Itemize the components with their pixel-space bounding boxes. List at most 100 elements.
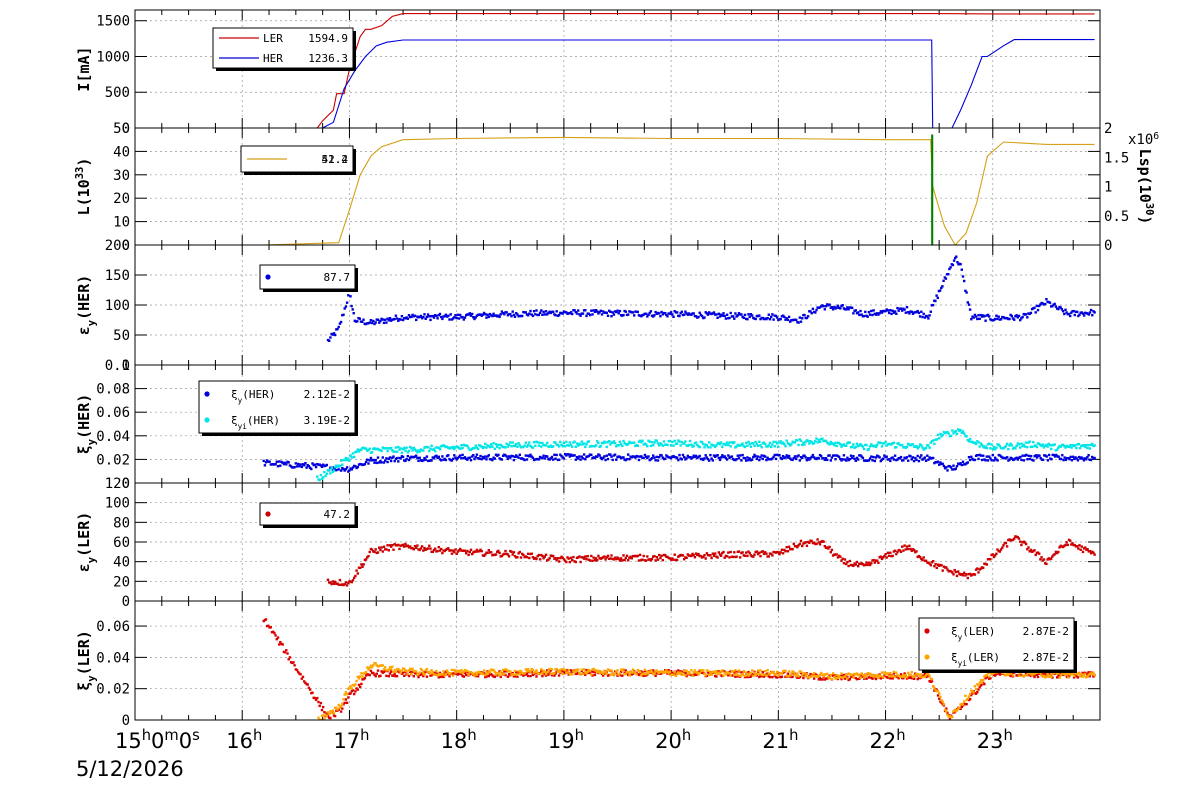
data-point	[727, 674, 730, 677]
data-point	[1078, 313, 1081, 316]
data-point	[747, 550, 750, 553]
data-point	[577, 444, 580, 447]
data-point	[353, 692, 356, 696]
data-point	[747, 440, 750, 444]
data-point	[772, 455, 775, 459]
data-point	[1026, 316, 1029, 319]
data-point	[1067, 312, 1071, 316]
data-point	[992, 459, 996, 462]
data-point	[413, 448, 417, 451]
data-point	[481, 313, 485, 316]
data-point	[349, 684, 352, 688]
data-point	[276, 636, 280, 639]
data-point	[1041, 443, 1044, 446]
data-point	[585, 443, 588, 446]
data-point	[648, 440, 651, 443]
data-point	[836, 304, 840, 307]
data-point	[1038, 552, 1041, 555]
data-point	[723, 671, 726, 674]
y-axis-label: εy(LER)	[75, 512, 98, 573]
data-point	[932, 456, 935, 460]
data-point	[345, 584, 349, 587]
data-point	[435, 314, 438, 318]
data-point	[806, 315, 810, 318]
data-point	[728, 556, 731, 559]
data-point	[501, 445, 505, 449]
x-tick-label: 20h	[655, 727, 691, 754]
data-point	[580, 455, 583, 458]
data-point	[715, 675, 718, 678]
data-point	[845, 562, 848, 566]
data-point	[388, 666, 392, 669]
data-point	[347, 294, 350, 297]
data-point	[855, 442, 859, 445]
data-point	[618, 559, 622, 562]
y-tick-label: 120	[105, 476, 130, 492]
data-point	[615, 557, 618, 561]
data-point	[486, 444, 489, 447]
data-point	[901, 309, 904, 312]
data-point	[385, 457, 388, 460]
data-point	[1044, 302, 1047, 306]
data-point	[507, 313, 511, 316]
data-point	[918, 315, 922, 318]
data-point	[764, 442, 767, 446]
data-point	[418, 450, 421, 453]
data-point	[385, 321, 388, 324]
data-point	[935, 294, 938, 297]
data-point	[851, 306, 854, 310]
data-point	[417, 459, 420, 462]
data-point	[887, 311, 891, 315]
data-point	[359, 685, 362, 689]
data-point	[774, 440, 778, 444]
data-point	[278, 460, 281, 463]
data-point	[417, 675, 420, 679]
data-point	[689, 456, 692, 459]
data-point	[536, 441, 539, 444]
data-point	[617, 557, 620, 560]
data-point	[380, 664, 383, 667]
data-point	[451, 445, 455, 449]
data-point	[423, 673, 426, 676]
data-point	[418, 671, 421, 674]
data-point	[847, 308, 850, 311]
data-point	[268, 626, 271, 629]
data-point	[883, 671, 886, 674]
data-point	[843, 677, 847, 680]
data-point	[586, 670, 589, 673]
data-point	[896, 458, 899, 461]
data-point	[671, 313, 674, 316]
data-point	[406, 454, 409, 458]
data-point	[578, 313, 581, 316]
data-point	[786, 318, 790, 322]
data-point	[339, 469, 343, 472]
data-point	[500, 554, 504, 558]
data-point	[561, 669, 564, 672]
data-point	[333, 714, 337, 718]
data-point	[681, 453, 685, 457]
data-point	[304, 462, 307, 465]
data-point	[760, 675, 763, 678]
data-point	[979, 313, 983, 317]
data-point	[590, 309, 593, 312]
data-point	[803, 672, 806, 675]
data-point	[548, 667, 551, 671]
data-point	[997, 443, 1000, 446]
data-point	[525, 445, 529, 448]
data-point	[781, 552, 785, 555]
data-point	[420, 449, 424, 452]
data-point	[955, 465, 959, 468]
data-point	[621, 559, 624, 562]
data-point	[907, 671, 910, 675]
data-point	[808, 458, 811, 461]
data-point	[885, 556, 888, 559]
data-point	[485, 316, 488, 319]
data-point	[712, 454, 716, 457]
data-point	[426, 547, 430, 550]
data-point	[791, 675, 794, 678]
data-point	[373, 322, 376, 326]
data-point	[671, 440, 674, 444]
data-point	[1039, 457, 1042, 460]
data-point	[465, 552, 468, 555]
data-point	[324, 474, 327, 478]
